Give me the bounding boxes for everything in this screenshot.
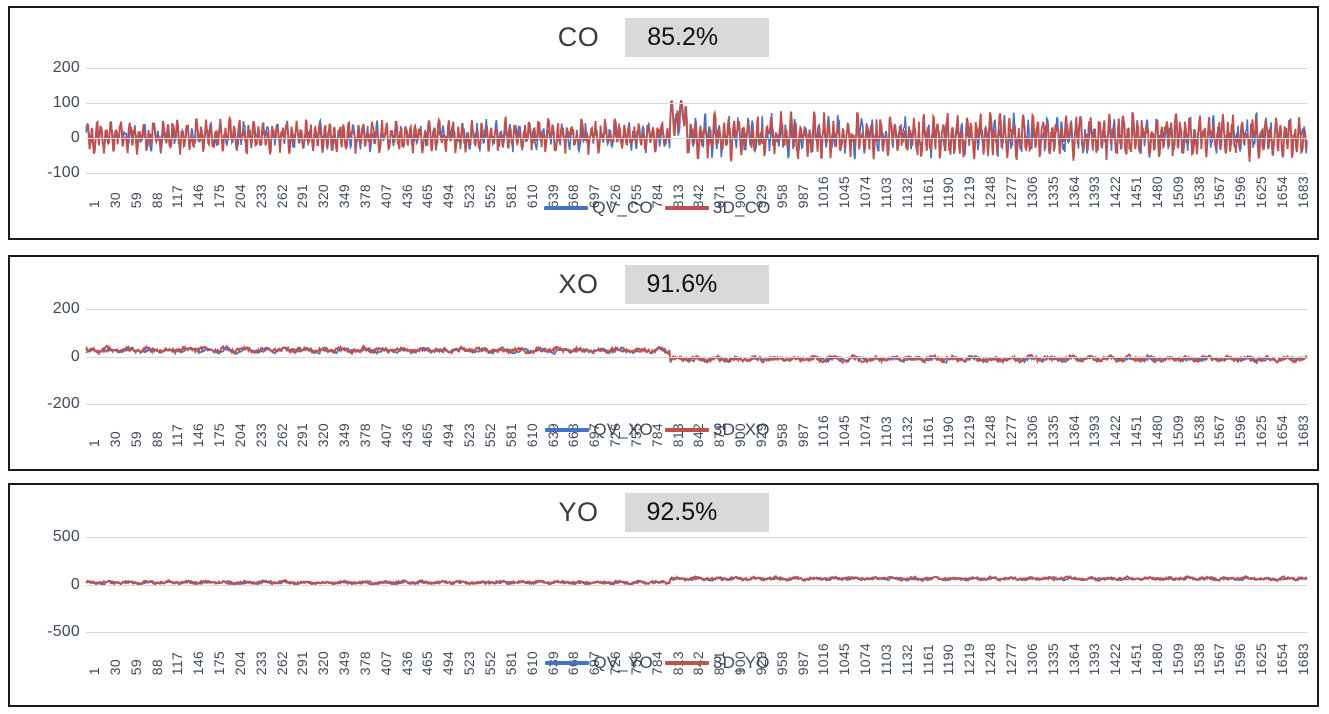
legend-label-3d-co: 3D_CO [712, 198, 771, 217]
series-line-3d-xo [86, 346, 1307, 363]
y-tick-label: 500 [52, 528, 80, 545]
legend-item-3d-xo: 3D_XO [664, 420, 782, 440]
series-canvas-co [86, 68, 1307, 173]
plot-wrap-yo: 500 0 -500 [10, 528, 1317, 640]
chart-header-yo: YO 92.5% [10, 493, 1317, 533]
y-axis-xo: 200 0 -200 [18, 300, 80, 412]
y-tick-label: -500 [47, 623, 80, 640]
gridline [86, 137, 1307, 139]
gridline [86, 102, 1307, 104]
legend-swatch-3d-yo [664, 661, 709, 665]
y-tick-label: 200 [52, 300, 80, 317]
y-axis-co: 200 100 0 -100 [18, 59, 80, 181]
chart-header-xo: XO 91.6% [10, 265, 1317, 305]
chart-metric-yo: 92.5% [624, 493, 769, 533]
y-tick-label: -100 [47, 164, 80, 181]
x-tick-label: 1 [86, 438, 102, 447]
legend-item-3d-yo: 3D_YO [664, 653, 782, 673]
plot-area-yo [86, 537, 1307, 633]
legend-swatch-qv-xo [545, 428, 590, 432]
gridline [86, 173, 1307, 174]
legend-label-qv-co: QV_CO [592, 198, 653, 217]
legend-swatch-3d-co [664, 206, 709, 210]
gridline [86, 68, 1307, 69]
legend-item-qv-xo: QV_XO [545, 420, 665, 440]
y-tick-label: 200 [52, 59, 80, 76]
y-tick-label: 0 [70, 575, 80, 593]
legend-xo: QV_XO 3D_XO [10, 420, 1317, 440]
legend-swatch-3d-xo [664, 428, 709, 432]
legend-co: QV_CO 3D_CO [10, 198, 1317, 218]
legend-swatch-qv-co [544, 206, 589, 210]
series-line-3d-co [86, 100, 1307, 162]
chart-metric-xo: 91.6% [624, 265, 769, 305]
series-line-3d-yo [86, 576, 1307, 584]
y-tick-label: 100 [52, 93, 80, 111]
chart-panel-yo: YO 92.5% 500 0 -500 1 30 59 88 117 146 175 204 233… [8, 483, 1319, 707]
chart-header-co: CO 85.2% [10, 18, 1317, 58]
y-axis-yo: 500 0 -500 [18, 528, 80, 640]
y-tick-label: 0 [70, 347, 80, 365]
plot-area-xo [86, 309, 1307, 405]
legend-label-qv-xo: QV_XO [593, 420, 653, 439]
plot-area-co [86, 68, 1307, 174]
gridline [86, 584, 1307, 586]
chart-metric-co: 85.2% [625, 18, 770, 58]
legend-swatch-qv-yo [545, 661, 590, 665]
legend-yo: QV_YO 3D_YO [10, 653, 1317, 673]
plot-wrap-co: 200 100 0 -100 [10, 59, 1317, 181]
chart-panel-xo: XO 91.6% 200 0 -200 1 30 59 88 117 146 175 204 233… [8, 255, 1319, 471]
legend-label-3d-xo: 3D_XO [712, 420, 770, 439]
series-canvas-yo [86, 537, 1307, 632]
gridline [86, 537, 1307, 538]
legend-item-qv-yo: QV_YO [545, 653, 665, 673]
legend-item-qv-co: QV_CO [544, 198, 665, 218]
gridline [86, 309, 1307, 310]
y-tick-label: -200 [47, 395, 80, 412]
chart-panel-co: CO 85.2% 200 100 0 -100 1 30 59 88 117 146 175 204… [8, 6, 1319, 240]
gridline [86, 356, 1307, 358]
gridline [86, 632, 1307, 633]
y-tick-label: 0 [70, 128, 80, 146]
legend-label-qv-yo: QV_YO [593, 653, 653, 672]
legend-item-3d-co: 3D_CO [664, 198, 783, 218]
chart-title-xo: XO [558, 269, 599, 300]
gridline [86, 404, 1307, 405]
chart-title-co: CO [557, 22, 600, 53]
chart-title-yo: YO [558, 497, 599, 528]
plot-wrap-xo: 200 0 -200 [10, 300, 1317, 412]
legend-label-3d-yo: 3D_YO [712, 653, 770, 672]
